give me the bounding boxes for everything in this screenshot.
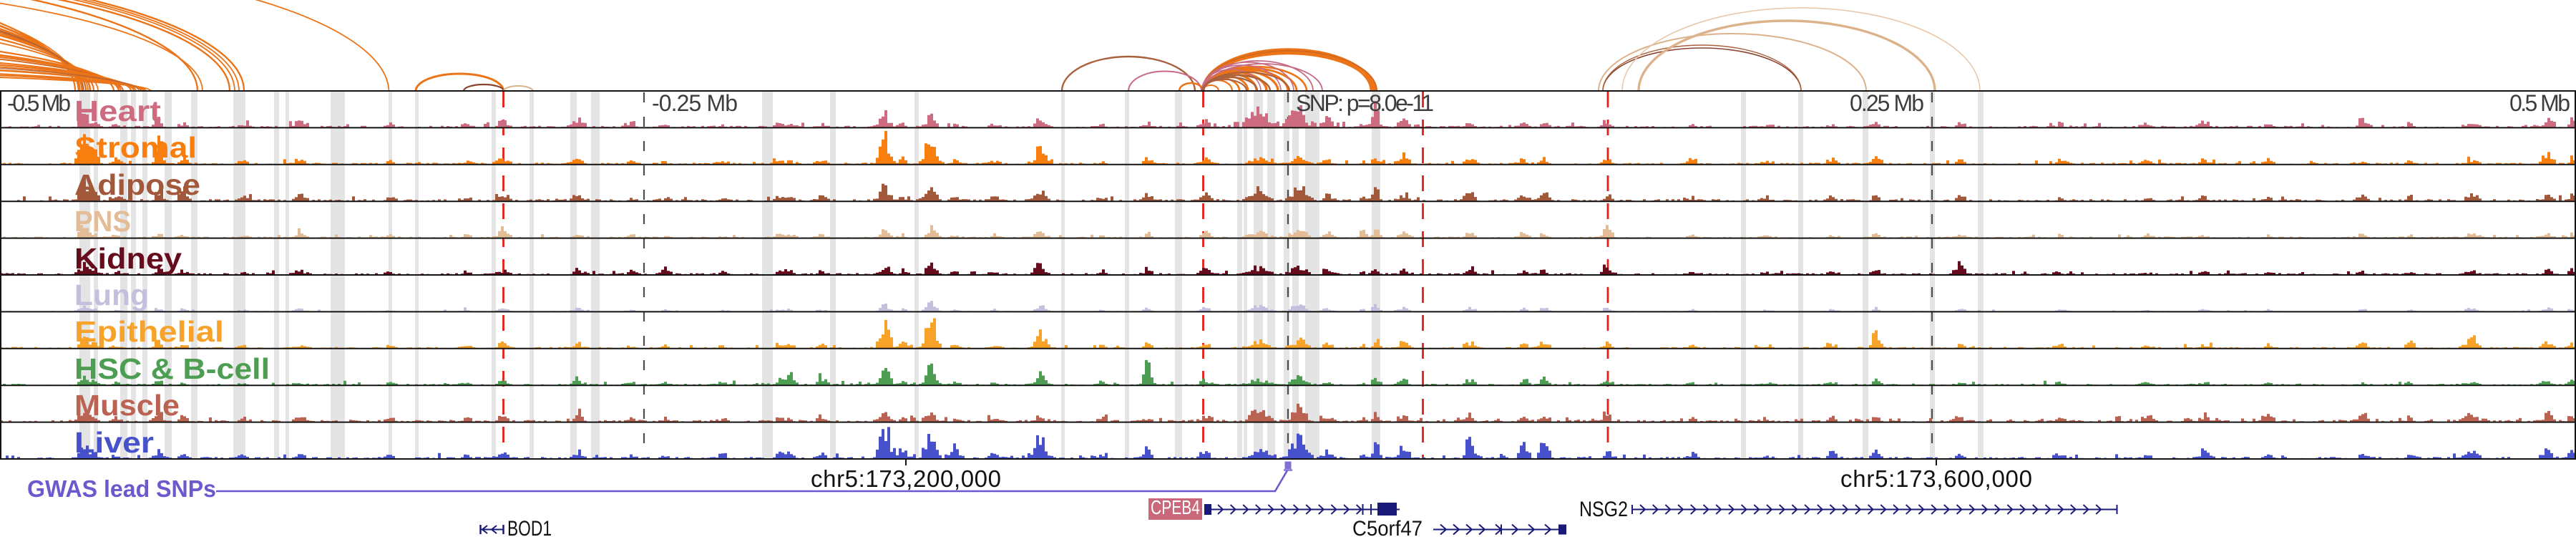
svg-text:Kidney: Kidney [74, 242, 182, 275]
svg-text:0.25 Mb: 0.25 Mb [1850, 90, 1924, 116]
svg-text:0.5 Mb: 0.5 Mb [2509, 90, 2570, 116]
svg-text:Adipose: Adipose [74, 168, 200, 201]
svg-text:Epithelial: Epithelial [74, 315, 224, 348]
svg-text:PNS: PNS [74, 205, 131, 238]
svg-text:Heart: Heart [74, 95, 161, 127]
svg-text:chr5:173,600,000: chr5:173,600,000 [1840, 465, 2032, 492]
svg-text:chr5:173,200,000: chr5:173,200,000 [811, 465, 1001, 492]
svg-text:Stromal: Stromal [74, 131, 197, 164]
svg-text:HSC & B-cell: HSC & B-cell [74, 352, 270, 385]
svg-text:CPEB4: CPEB4 [1151, 496, 1200, 518]
svg-text:-0.25 Mb: -0.25 Mb [652, 90, 738, 116]
svg-text:GWAS lead SNPs: GWAS lead SNPs [27, 475, 216, 502]
svg-text:C5orf47: C5orf47 [1352, 517, 1423, 537]
svg-text:-0.5 Mb: -0.5 Mb [7, 90, 71, 116]
svg-text:Muscle: Muscle [74, 389, 180, 422]
svg-text:Liver: Liver [74, 426, 154, 459]
svg-text:BOD1: BOD1 [507, 517, 552, 537]
svg-text:NSG2: NSG2 [1579, 498, 1628, 521]
svg-text:SNP: p=8.0e-11: SNP: p=8.0e-11 [1296, 90, 1434, 116]
svg-text:Lung: Lung [74, 279, 149, 311]
